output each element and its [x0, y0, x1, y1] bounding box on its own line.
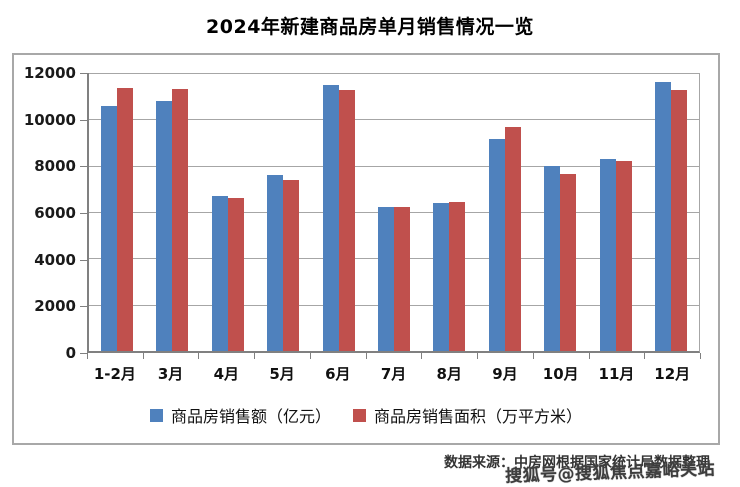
bar-sales-amount [433, 202, 450, 351]
y-tick-label: 8000 [34, 157, 76, 176]
gridline [89, 73, 699, 74]
source-note: 数据来源：中房网根据国家统计局数据整理 [444, 455, 710, 471]
x-category-label: 11月 [598, 365, 635, 383]
bar-group [644, 73, 699, 351]
bar-group [255, 73, 310, 351]
x-axis-tick [142, 353, 144, 359]
bar-sales-area [671, 89, 688, 351]
legend-swatch-sales-area [353, 408, 366, 422]
y-axis-tick [80, 306, 87, 308]
bar-group [144, 73, 199, 351]
y-tick-label: 10000 [23, 110, 76, 129]
bar-group [533, 73, 588, 351]
chart-title: 2024年新建商品房单月销售情况一览 [206, 16, 534, 38]
bar-sales-amount [267, 174, 284, 351]
bar-sales-area [116, 87, 133, 351]
x-category-label: 8月 [436, 365, 462, 383]
plot-area [87, 73, 700, 353]
legend-item-sales-amount: 商品房销售额（亿元） [149, 403, 331, 427]
y-tick-label: 4000 [34, 250, 76, 269]
bar-sales-amount [211, 195, 228, 351]
bar-sales-area [227, 198, 244, 351]
y-axis-tick [80, 259, 87, 261]
x-category-label: 9月 [492, 365, 518, 383]
bar-sales-amount [322, 85, 339, 351]
bar-groups [89, 73, 699, 351]
x-category-label: 5月 [269, 365, 295, 383]
legend-item-sales-area: 商品房销售面积（万平方米） [353, 403, 582, 427]
bar-group [422, 73, 477, 351]
x-axis-tick [87, 353, 88, 359]
y-axis-tick [80, 213, 87, 214]
y-tick-label: 2000 [34, 297, 76, 316]
bar-sales-area [504, 126, 521, 351]
bar-group [200, 73, 255, 351]
bar-sales-amount [488, 138, 505, 351]
x-axis-tick [588, 353, 590, 359]
y-axis-tick [80, 166, 87, 168]
bar-group [477, 73, 532, 351]
bar-sales-area [615, 161, 632, 351]
gridline [89, 165, 699, 167]
x-axis-tick [700, 353, 701, 359]
bar-group [89, 73, 144, 351]
y-axis-tick [80, 73, 87, 74]
bar-sales-area [560, 173, 577, 351]
y-axis-tick [80, 353, 87, 354]
bar-sales-area [338, 89, 355, 351]
x-axis-tick [644, 353, 646, 359]
bar-sales-area [393, 206, 410, 351]
bar-group [588, 73, 643, 351]
x-axis-tick [421, 353, 423, 359]
bar-sales-area [172, 89, 189, 351]
bar-sales-amount [599, 159, 616, 351]
bar-sales-area [449, 201, 466, 351]
x-category-label: 7月 [380, 365, 407, 383]
bar-sales-area [283, 179, 300, 351]
y-tick-label: 6000 [34, 204, 76, 222]
legend-label-sales-area: 商品房销售面积（万平方米） [374, 407, 583, 426]
y-tick-label: 12000 [23, 64, 76, 82]
x-axis-tick [532, 353, 534, 359]
y-tick-label: 0 [65, 344, 76, 362]
bar-group [366, 73, 421, 351]
x-axis-tick [477, 353, 479, 359]
x-axis-tick [365, 353, 367, 359]
bar-sales-amount [100, 106, 117, 351]
bar-group [311, 73, 366, 351]
x-category-label: 12月 [654, 365, 691, 383]
x-category-label: 10月 [542, 365, 579, 383]
bar-sales-amount [544, 166, 561, 351]
bar-sales-amount [377, 207, 394, 351]
legend: 商品房销售额（亿元） 商品房销售面积（万平方米） [14, 403, 718, 427]
chart-frame: 1-2月 3月 4月 5月 6月 7月 8月 9月 10月 11月 12月 商品房销售额（亿元） 商… [12, 53, 720, 445]
bar-sales-amount [156, 101, 173, 351]
x-axis-tick [254, 353, 256, 359]
y-axis-tick [80, 119, 87, 121]
x-category-label: 1-2月 [93, 365, 136, 383]
x-axis-tick [309, 353, 311, 359]
x-axis-labels: 1-2月 3月 4月 5月 6月 7月 8月 9月 10月 11月 12月 [87, 363, 700, 384]
x-category-label: 6月 [325, 365, 351, 383]
x-axis-tick [198, 353, 200, 359]
gridline [89, 119, 699, 121]
bar-sales-amount [655, 81, 672, 351]
x-category-label: 4月 [213, 365, 240, 383]
legend-label-sales-amount: 商品房销售额（亿元） [170, 407, 331, 426]
legend-swatch-sales-amount [149, 408, 163, 422]
x-category-label: 3月 [157, 365, 184, 383]
